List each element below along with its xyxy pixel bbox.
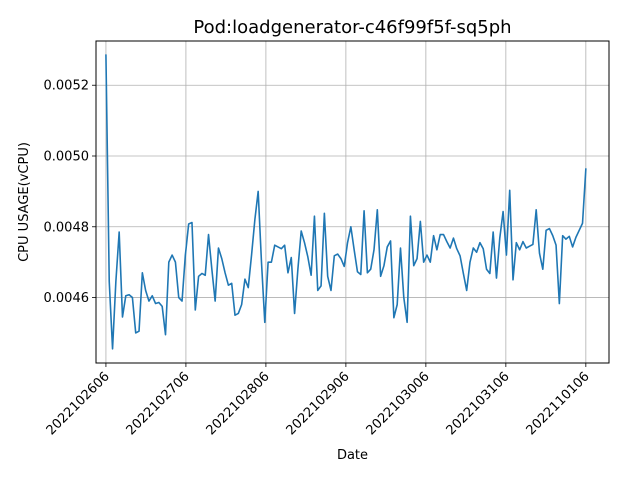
series-layer [105,54,587,350]
y-axis-label: CPU USAGE(vCPU) [17,142,32,262]
y-tick-label: 0.0052 [44,79,90,94]
grid-layer [96,41,609,363]
y-tick-label: 0.0048 [44,220,90,235]
plot-frame [95,40,610,364]
x-axis-label: Date [337,448,368,463]
y-tick-label: 0.0046 [44,291,90,306]
chart-title: Pod:loadgenerator-c46f99f5f-sq5ph [193,17,511,38]
y-tick-label: 0.0050 [44,150,90,165]
cpu-usage-series-line [105,54,587,350]
